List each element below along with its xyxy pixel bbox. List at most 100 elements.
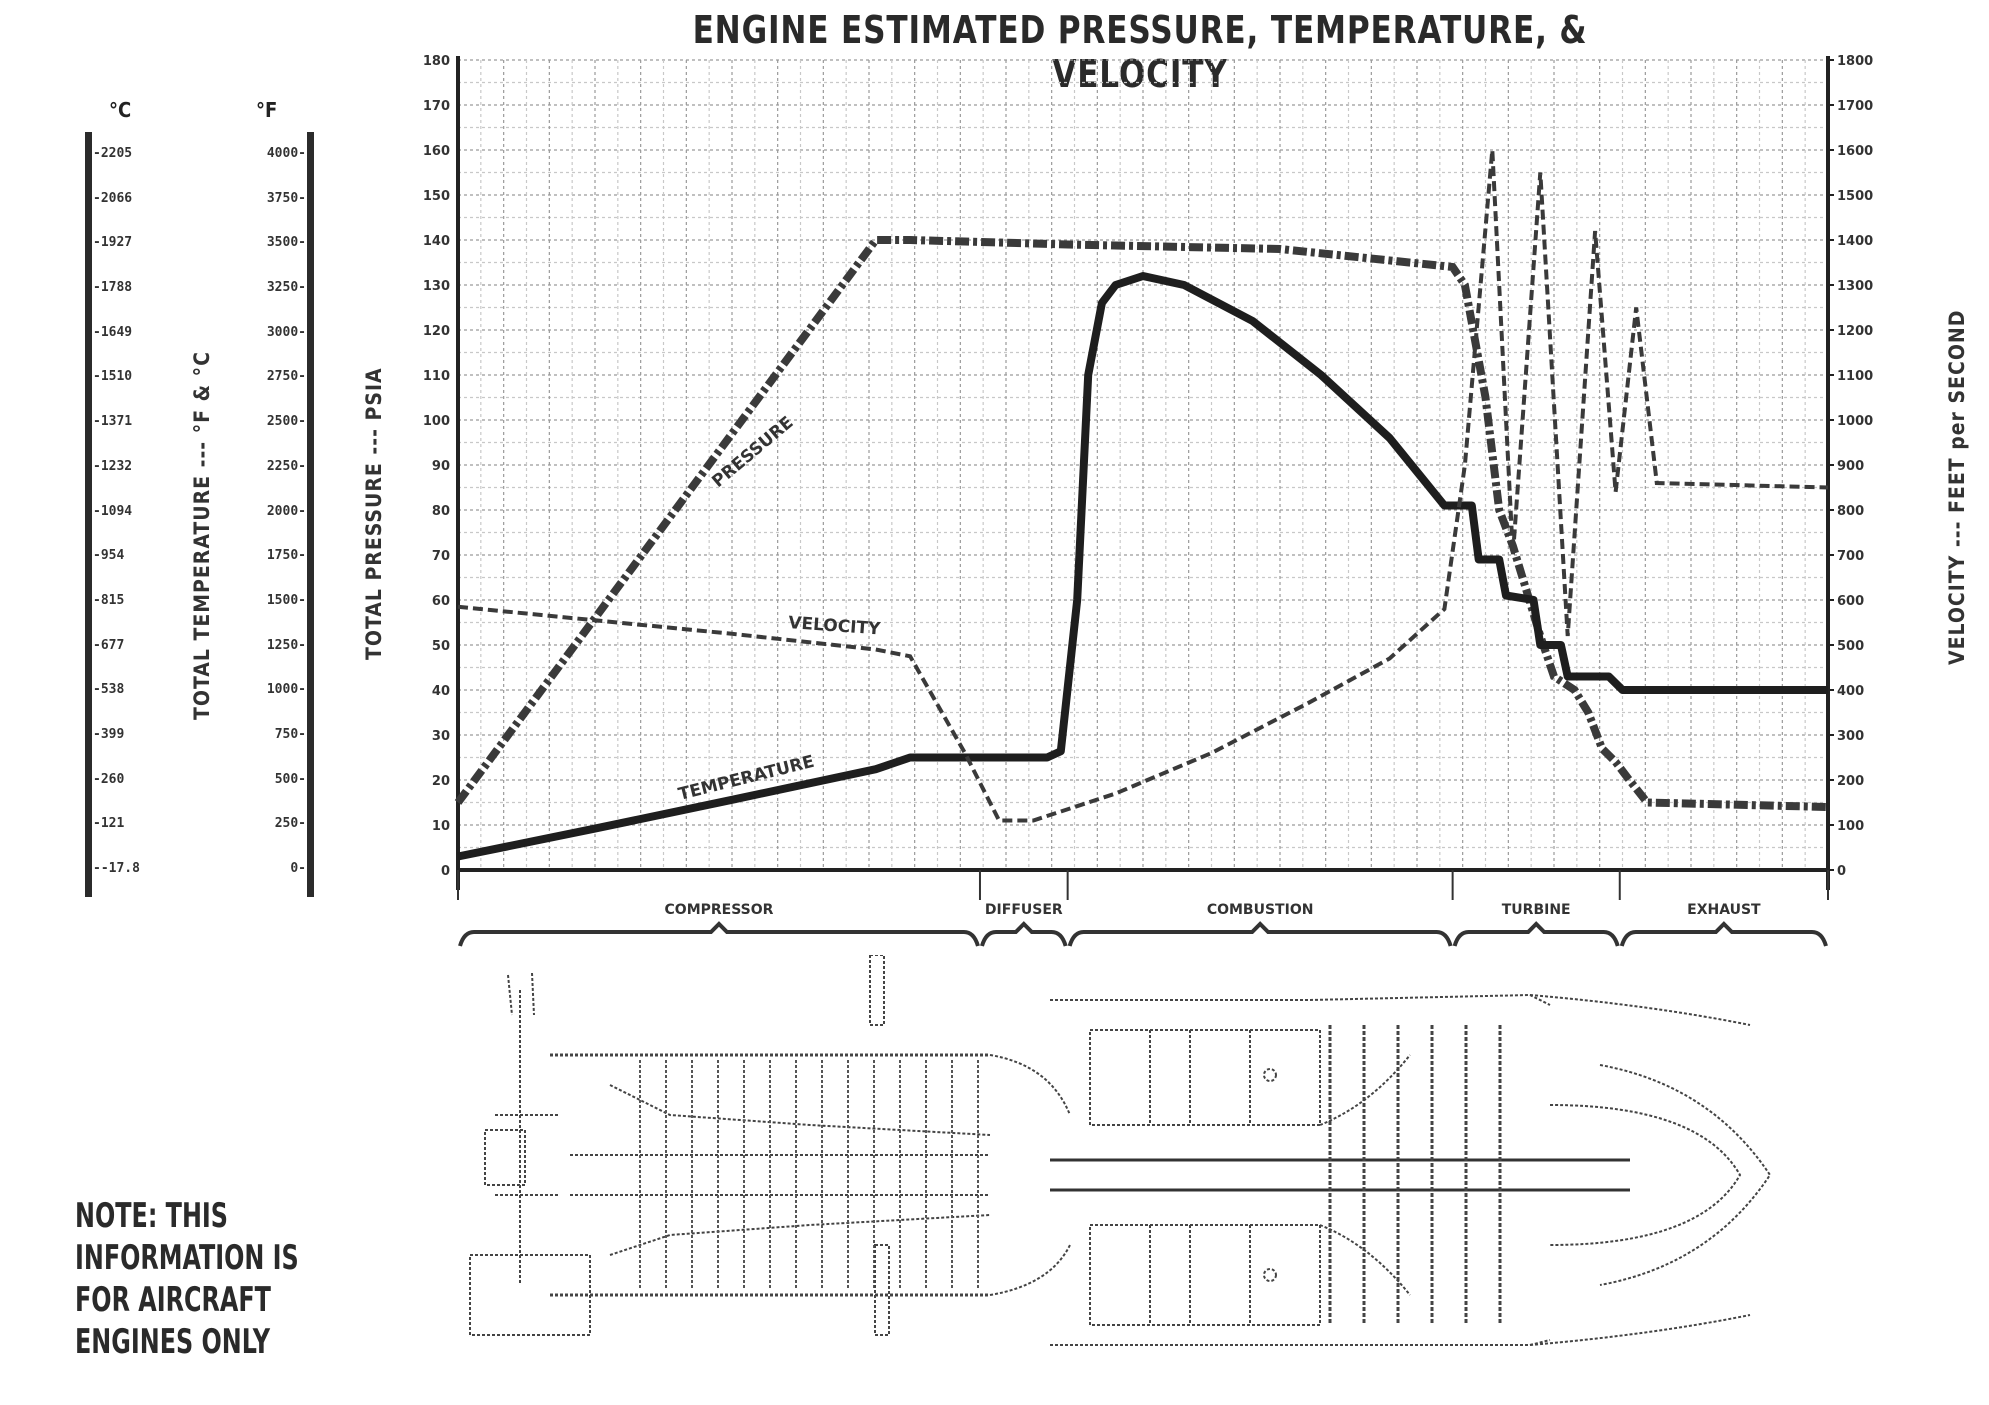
- fahrenheit-tick-label: 250-: [274, 816, 306, 832]
- velocity-tick-label: 600: [1837, 594, 1864, 609]
- section-brace: [1619, 921, 1828, 947]
- aircraft-engines-note: NOTE: THIS INFORMATION IS FOR AIRCRAFT E…: [75, 1195, 299, 1363]
- chart-plot: 1801701601501401301201101009080706050403…: [423, 54, 1873, 947]
- fahrenheit-tick-label: 3500-: [266, 235, 306, 251]
- celsius-tick-label: -1510: [93, 369, 133, 385]
- pressure-tick-label: 110: [423, 369, 450, 384]
- section-label-combustion: COMBUSTION: [1207, 902, 1314, 918]
- note-line-2: INFORMATION IS: [75, 1238, 299, 1278]
- celsius-tick-label: -121: [93, 816, 125, 832]
- velocity-tick-label: 1300: [1837, 279, 1873, 294]
- fahrenheit-unit: °F: [256, 98, 278, 122]
- velocity-tick-label: 1500: [1837, 189, 1873, 204]
- velocity-tick-label: 1800: [1837, 54, 1873, 69]
- velocity-tick-label: 1700: [1837, 99, 1873, 114]
- celsius-tick-label: -1649: [93, 324, 133, 340]
- pressure-tick-label: 120: [423, 324, 450, 339]
- fahrenheit-ticks: 4000- 3750- 3500- 3250- 3000- 2750- 2500- 2250-…: [240, 100, 320, 900]
- chart-title: ENGINE ESTIMATED PRESSURE, TEMPERATURE, …: [692, 8, 1588, 96]
- fahrenheit-tick-label: 750-: [274, 726, 306, 742]
- section-label-exhaust: EXHAUST: [1687, 902, 1761, 918]
- pressure-tick-label: 170: [423, 99, 450, 114]
- fahrenheit-tick-label: 2750-: [266, 369, 306, 385]
- section-brace: [1452, 921, 1620, 947]
- fahrenheit-tick-label: 3750-: [266, 190, 306, 206]
- pressure-tick-label: 90: [432, 459, 450, 474]
- note-line-3: FOR AIRCRAFT: [75, 1280, 271, 1320]
- velocity-tick-label: 0: [1837, 864, 1846, 879]
- velocity-curve: [457, 149, 1829, 823]
- pressure-tick-label: 80: [432, 504, 450, 519]
- fahrenheit-tick-label: 4000-: [266, 146, 306, 161]
- celsius-tick-label: -538: [93, 682, 125, 698]
- fahrenheit-tick-label: 500-: [274, 771, 306, 787]
- celsius-axis-bar: [85, 132, 92, 897]
- section-label-turbine: TURBINE: [1502, 902, 1571, 918]
- pressure-tick-label: 40: [432, 684, 450, 699]
- celsius-tick-label: -1371: [93, 414, 133, 430]
- pressure-tick-label: 140: [423, 234, 450, 249]
- velocity-tick-label: 400: [1837, 684, 1864, 699]
- pressure-tick-label: 10: [432, 819, 450, 834]
- celsius-tick-label: -1927: [93, 235, 133, 251]
- celsius-tick-label: --17.8: [93, 861, 140, 876]
- celsius-tick-label: -677: [93, 637, 125, 653]
- velocity-tick-label: 1600: [1837, 144, 1873, 159]
- fahrenheit-tick-label: 1750-: [266, 548, 306, 564]
- fahrenheit-tick-label: 3250-: [266, 280, 306, 296]
- fahrenheit-tick-label: 1000-: [266, 682, 306, 698]
- pressure-tick-label: 130: [423, 279, 450, 294]
- celsius-tick-label: -815: [93, 592, 125, 608]
- section-brace: [980, 921, 1068, 947]
- note-line-4: ENGINES ONLY: [75, 1322, 271, 1362]
- celsius-scale: °C -2205 -2066 -1927 -1788 -1649 -1510 -1371 -1…: [85, 98, 165, 900]
- fahrenheit-tick-label: 2500-: [266, 414, 306, 430]
- velocity-curve-label: VELOCITY: [788, 613, 882, 639]
- celsius-unit: °C: [109, 98, 132, 122]
- temperature-curve: [457, 272, 1828, 861]
- velocity-tick-label: 1000: [1837, 414, 1873, 429]
- velocity-tick-label: 100: [1837, 819, 1864, 834]
- section-label-compressor: COMPRESSOR: [665, 902, 774, 918]
- fahrenheit-tick-label: 2250-: [266, 458, 306, 474]
- pressure-tick-label: 60: [432, 594, 450, 609]
- data-curves: [454, 149, 1829, 861]
- engine-cutaway-diagram: [469, 955, 1772, 1346]
- chart-axes: 1801701601501401301201101009080706050403…: [423, 54, 1873, 890]
- pressure-tick-label: 20: [432, 774, 450, 789]
- fahrenheit-scale: °F 4000- 3750- 3500- 3250- 3000- 2750- 2500- 22…: [240, 98, 320, 900]
- velocity-tick-label: 900: [1837, 459, 1864, 474]
- fahrenheit-tick-label: 2000-: [266, 503, 306, 519]
- pressure-tick-label: 70: [432, 549, 450, 564]
- grid-lines: [457, 59, 1829, 871]
- pressure-curve: [454, 236, 1829, 811]
- pressure-curve-label: PRESSURE: [708, 413, 797, 492]
- velocity-tick-label: 1400: [1837, 234, 1873, 249]
- celsius-tick-label: -1788: [93, 280, 133, 296]
- pressure-tick-label: 30: [432, 729, 450, 744]
- pressure-tick-label: 160: [423, 144, 450, 159]
- celsius-tick-label: -2205: [93, 146, 133, 161]
- pressure-tick-label: 0: [441, 864, 450, 879]
- celsius-tick-label: -260: [93, 771, 125, 787]
- celsius-tick-label: -1232: [93, 458, 133, 474]
- pressure-tick-label: 150: [423, 189, 450, 204]
- celsius-tick-label: -399: [93, 726, 125, 742]
- velocity-tick-label: 800: [1837, 504, 1864, 519]
- fahrenheit-tick-label: 1250-: [266, 637, 306, 653]
- velocity-tick-label: 500: [1837, 639, 1864, 654]
- celsius-tick-label: -2066: [93, 190, 133, 206]
- velocity-tick-label: 1100: [1837, 369, 1873, 384]
- pressure-tick-label: 180: [423, 54, 450, 69]
- section-label-diffuser: DIFFUSER: [985, 902, 1063, 918]
- celsius-tick-label: -1094: [93, 503, 133, 519]
- velocity-tick-label: 700: [1837, 549, 1864, 564]
- velocity-tick-label: 300: [1837, 729, 1864, 744]
- pressure-tick-label: 100: [423, 414, 450, 429]
- fahrenheit-axis-bar: [307, 132, 314, 897]
- pressure-tick-label: 50: [432, 639, 450, 654]
- section-brace: [458, 921, 980, 947]
- velocity-tick-label: 200: [1837, 774, 1864, 789]
- fahrenheit-tick-label: 1500-: [266, 592, 306, 608]
